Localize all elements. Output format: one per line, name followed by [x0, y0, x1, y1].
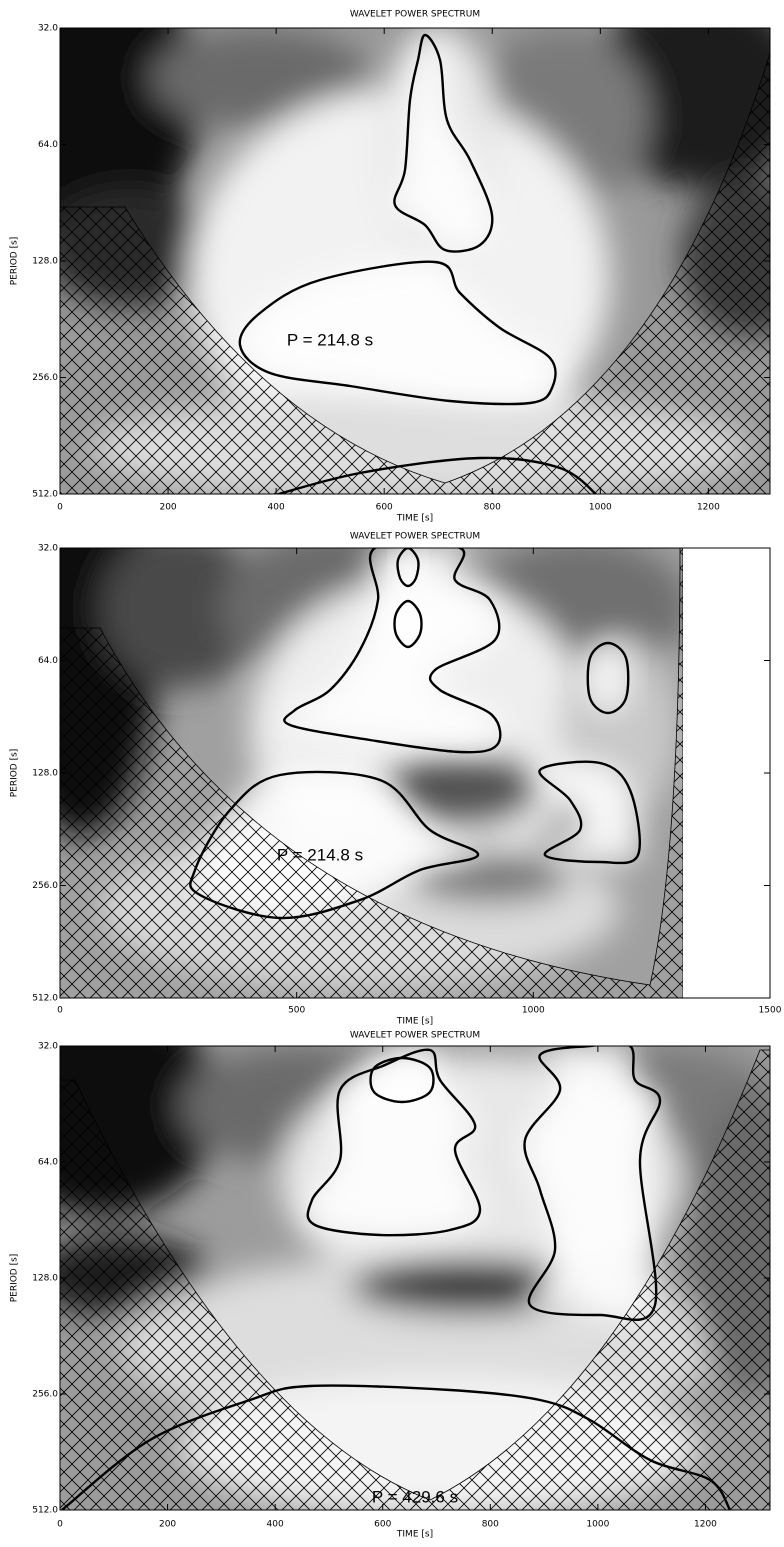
significance-contour — [189, 770, 480, 920]
y-tick-label: 128.0 — [32, 769, 58, 779]
significance-fill — [307, 1049, 481, 1236]
chart-panel: WAVELET POWER SPECTRUM TIME [s] PERIOD [s]… — [10, 10, 771, 524]
significance-contour — [274, 456, 598, 494]
y-tick-label: 32.0 — [38, 544, 58, 554]
significance-contour — [61, 1384, 732, 1510]
chart-title: WAVELET POWER SPECTRUM — [350, 532, 480, 542]
x-tick-label: 600 — [376, 503, 393, 513]
significance-contour — [283, 548, 502, 754]
significance-fill — [239, 261, 556, 405]
x-tick-label: 1500 — [759, 1006, 782, 1016]
x-tick-label: 200 — [159, 1520, 176, 1530]
y-tick-label: 32.0 — [38, 1042, 58, 1052]
x-tick-label: 400 — [267, 1520, 284, 1530]
significance-fill — [587, 643, 629, 713]
annotation: P = 214.8 s — [277, 845, 363, 864]
significance-contour — [306, 1048, 482, 1237]
x-axis-label: TIME [s] — [396, 514, 433, 524]
cone-of-influence — [60, 1049, 770, 1510]
significance-contour — [369, 1056, 435, 1104]
y-tick-label: 512.0 — [32, 490, 58, 500]
x-tick-label: 800 — [484, 503, 501, 513]
x-tick-label: 600 — [374, 1520, 391, 1530]
power-blob — [380, 748, 540, 828]
y-axis-label: PERIOD [s] — [10, 1254, 20, 1303]
chart-panel: WAVELET POWER SPECTRUM TIME [s] PERIOD [s]… — [10, 532, 782, 1027]
x-tick-label: 1000 — [522, 1006, 545, 1016]
y-tick-label: 256.0 — [32, 881, 58, 891]
power-field — [60, 548, 683, 998]
x-tick-label: 1000 — [586, 1520, 609, 1530]
significance-fill — [284, 548, 501, 753]
significance-contour — [393, 599, 423, 649]
power-field — [60, 28, 770, 494]
cone-of-influence — [60, 548, 683, 998]
annotation: P = 214.8 s — [287, 330, 373, 349]
x-tick-label: 1000 — [589, 503, 612, 513]
power-blob — [410, 853, 570, 903]
y-tick-label: 512.0 — [32, 994, 58, 1004]
y-tick-label: 256.0 — [32, 1390, 58, 1400]
y-tick-label: 128.0 — [32, 257, 58, 267]
significance-contour — [538, 760, 641, 865]
y-axis-label: PERIOD [s] — [10, 749, 20, 798]
x-tick-label: 1200 — [694, 1520, 717, 1530]
power-blob — [100, 548, 260, 688]
x-tick-label: 500 — [288, 1006, 305, 1016]
y-tick-label: 64.0 — [38, 140, 58, 150]
x-tick-label: 0 — [57, 1520, 63, 1530]
y-tick-label: 64.0 — [38, 656, 58, 666]
significance-fill — [524, 1046, 661, 1320]
annotation: P = 429.6 s — [372, 1487, 458, 1506]
y-tick-label: 256.0 — [32, 373, 58, 383]
x-axis-label: TIME [s] — [396, 1017, 433, 1027]
y-tick-label: 128.0 — [32, 1274, 58, 1284]
significance-contour — [586, 641, 630, 715]
chart-panel: WAVELET POWER SPECTRUM TIME [s] PERIOD [s]… — [10, 1031, 771, 1540]
significance-contour — [238, 260, 557, 406]
significance-contour — [396, 548, 420, 588]
x-tick-label: 0 — [57, 503, 63, 513]
significance-fill — [397, 548, 419, 586]
significance-contour — [393, 33, 494, 253]
x-axis-label: TIME [s] — [396, 1530, 433, 1540]
x-tick-label: 0 — [57, 1006, 63, 1016]
significance-fill — [370, 1058, 434, 1102]
x-tick-label: 200 — [159, 503, 176, 513]
y-tick-label: 512.0 — [32, 1506, 58, 1516]
cone-of-influence — [60, 52, 770, 494]
chart-title: WAVELET POWER SPECTRUM — [350, 10, 480, 20]
x-tick-label: 1200 — [697, 503, 720, 513]
x-tick-label: 800 — [482, 1520, 499, 1530]
y-tick-label: 32.0 — [38, 24, 58, 34]
significance-fill — [394, 35, 493, 252]
significance-fill — [539, 761, 640, 864]
power-field — [60, 1046, 770, 1510]
significance-fill — [394, 601, 422, 647]
chart-title: WAVELET POWER SPECTRUM — [350, 1031, 480, 1041]
y-axis-label: PERIOD [s] — [10, 237, 20, 286]
y-tick-label: 64.0 — [38, 1158, 58, 1168]
significance-contour — [523, 1046, 662, 1321]
power-blob — [150, 28, 370, 128]
x-tick-label: 400 — [268, 503, 285, 513]
